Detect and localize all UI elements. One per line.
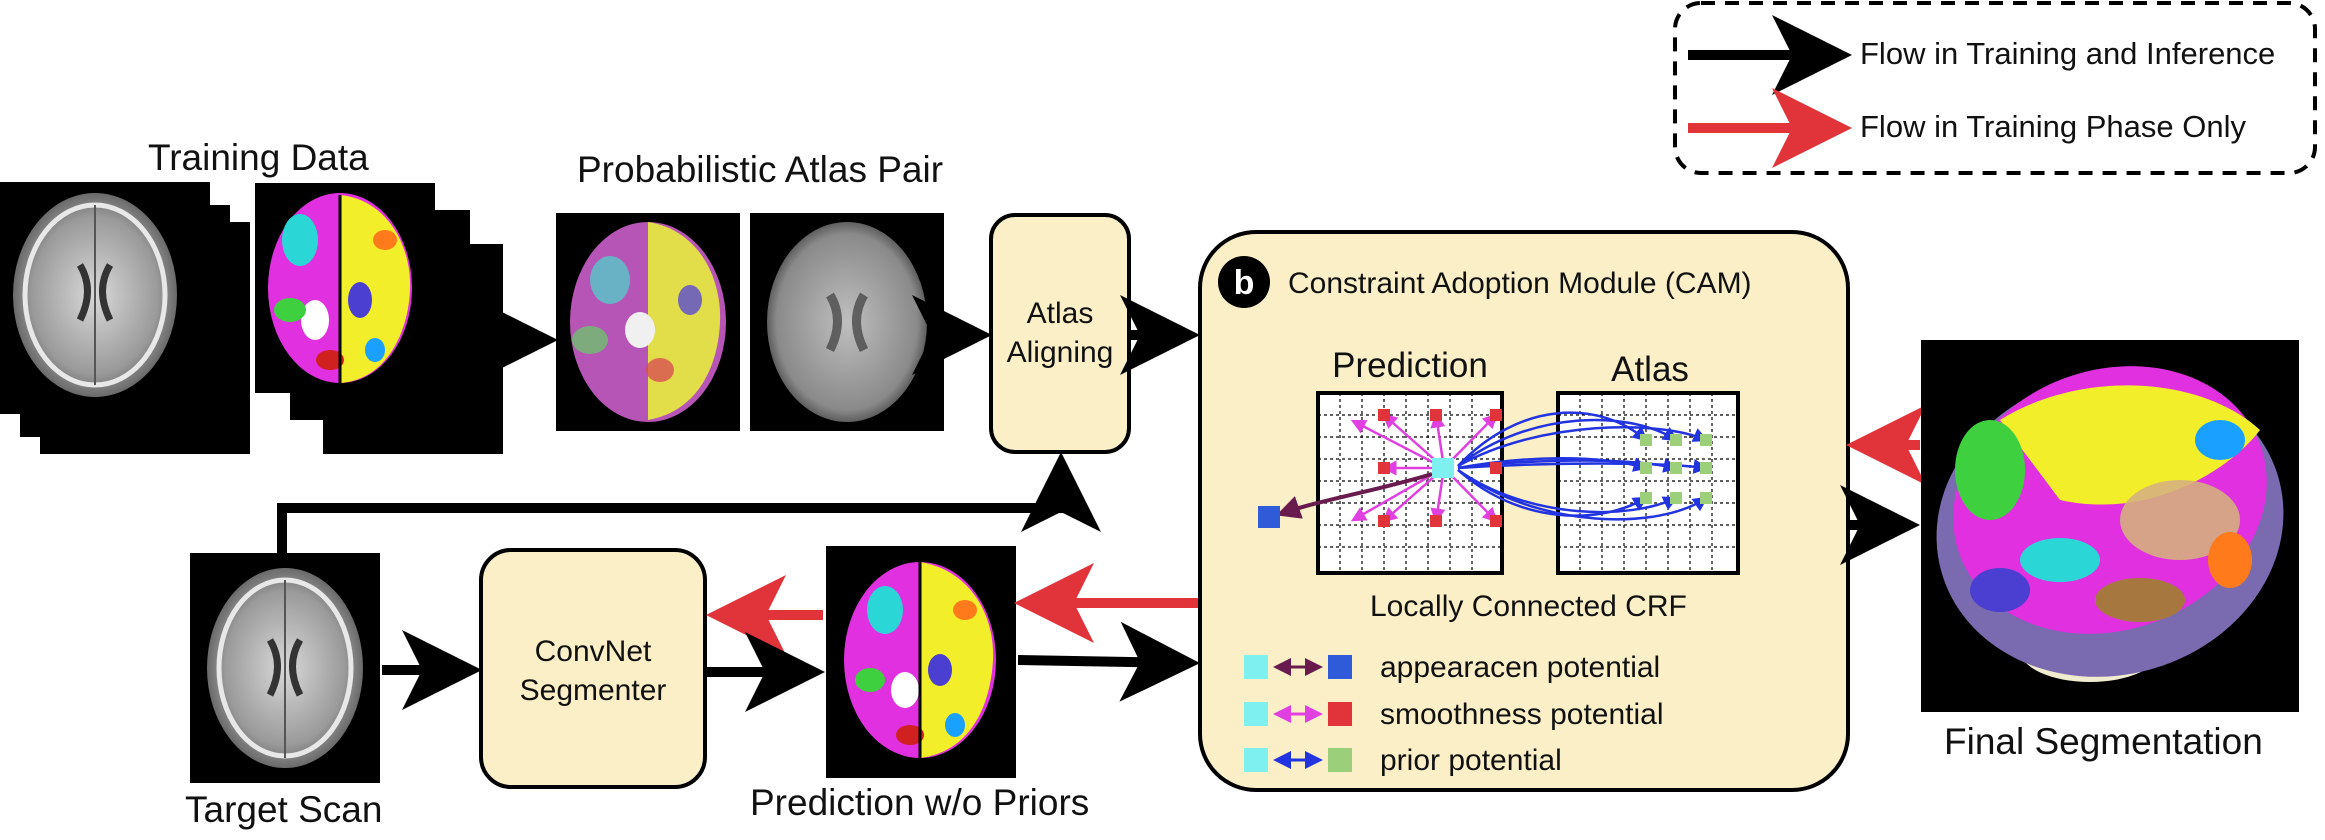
atlas-label-map <box>556 213 740 431</box>
target-scan-image <box>190 553 380 783</box>
atlas-aligning-line1: Atlas <box>1027 297 1094 330</box>
atlas-intensity-map <box>750 213 944 431</box>
convnet-line2: Segmenter <box>520 674 667 707</box>
cam-prior-arrows <box>1457 411 1709 521</box>
cam-badge <box>1218 256 1270 308</box>
convnet-segmenter-box <box>479 548 707 789</box>
atlas-aligning-line2: Aligning <box>1007 336 1114 369</box>
legend-label-training-only: Flow in Training Phase Only <box>1860 109 2246 144</box>
training-label-stack <box>255 183 503 454</box>
legend-label-training-inference: Flow in Training and Inference <box>1860 36 2275 71</box>
arrow-prediction-to-cam <box>1017 621 1200 702</box>
cam-title: Constraint Adoption Module (CAM) <box>1288 267 1752 300</box>
cam-grid-prediction-title: Prediction <box>1332 346 1488 385</box>
cam-grid-atlas-title: Atlas <box>1611 350 1689 389</box>
training-scan-stack <box>0 182 250 454</box>
prediction-wo-priors-label: Prediction w/o Priors <box>750 782 1089 823</box>
convnet-line1: ConvNet <box>535 635 652 668</box>
cam-atlas-grid <box>1556 391 1740 575</box>
prediction-wo-priors-image <box>826 546 1016 778</box>
svg-text:smoothness potential: smoothness potential <box>1380 698 1664 731</box>
cam-appearance-arrow <box>1276 472 1433 519</box>
cam-crf-label: Locally Connected CRF <box>1370 590 1687 623</box>
atlas-pair-label: Probabilistic Atlas Pair <box>577 149 943 190</box>
training-data-label: Training Data <box>148 137 369 178</box>
cam-potential-appearance: appearacen potential <box>1244 651 1660 684</box>
cam-appearance-node <box>1258 506 1280 528</box>
target-scan-label: Target Scan <box>185 789 382 830</box>
legend-frame <box>1673 1 2317 175</box>
cam-prior-nodes <box>1640 434 1712 504</box>
svg-text:appearacen potential: appearacen potential <box>1380 651 1660 684</box>
final-segmentation-image <box>1921 340 2299 712</box>
legend: Flow in Training and Inference Flow in T… <box>1673 1 2317 175</box>
cam-potential-prior: prior potential <box>1244 744 1562 777</box>
svg-text:prior potential: prior potential <box>1380 744 1562 777</box>
cam-center-node <box>1432 458 1454 478</box>
arrow-target-to-aligning <box>277 452 1101 553</box>
cam-badge-letter: b <box>1234 264 1255 302</box>
cam-potential-smoothness: smoothness potential <box>1244 698 1664 731</box>
final-segmentation-label: Final Segmentation <box>1944 721 2263 762</box>
cam-smoothness-nodes <box>1378 409 1502 527</box>
atlas-aligning-box <box>989 213 1131 454</box>
